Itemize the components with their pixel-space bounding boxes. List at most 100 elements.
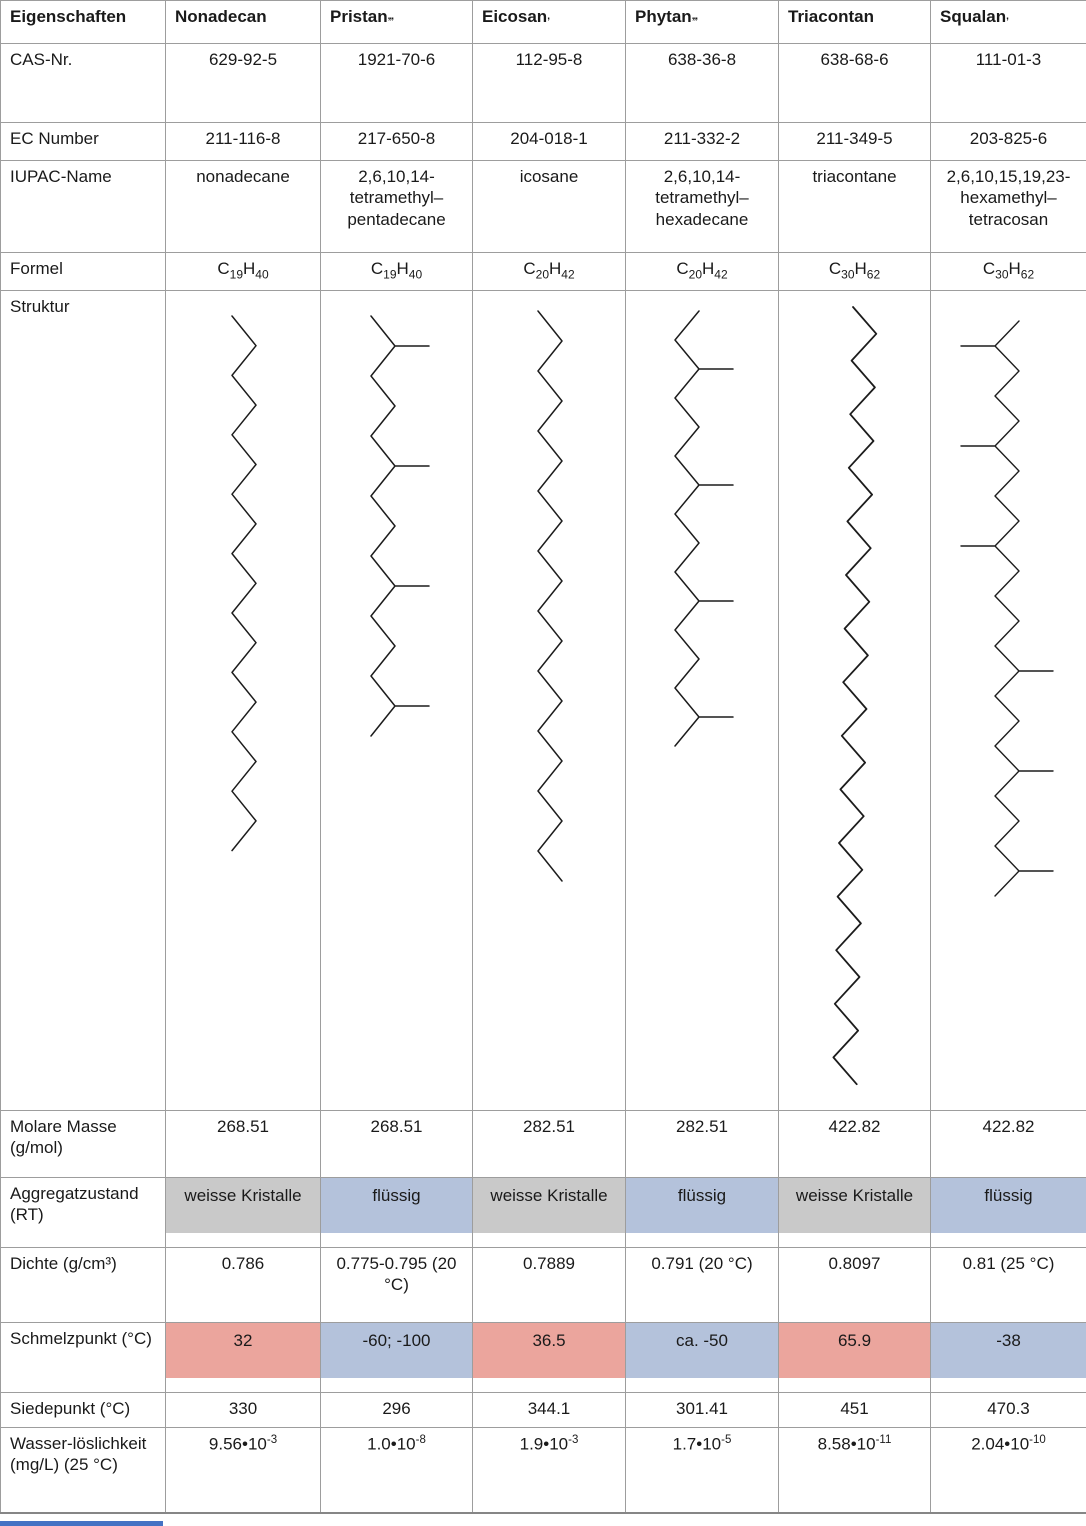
header-text: Pristan	[330, 7, 388, 26]
masse-value: 422.82	[778, 1110, 931, 1178]
state-highlight: weisse Kristalle	[473, 1178, 625, 1233]
header-text: Triacontan	[788, 7, 874, 26]
header-text: Nonadecan	[175, 7, 267, 26]
state-highlight: flüssig	[321, 1178, 472, 1233]
state-highlight: flüssig	[931, 1178, 1086, 1233]
column-header-nonadecan: Nonadecan	[165, 0, 321, 44]
row-dichte: Dichte (g/cm³) 0.786 0.775-0.795 (20 °C)…	[0, 1247, 1086, 1323]
header-text: Phytan	[635, 7, 692, 26]
dichte-value: 0.786	[165, 1247, 321, 1323]
ec-value: 211-332-2	[625, 122, 779, 161]
row-label: Aggregatzustand (RT)	[0, 1177, 166, 1248]
masse-value: 268.51	[165, 1110, 321, 1178]
ec-value: 211-349-5	[778, 122, 931, 161]
structure-drawing-pristane	[369, 315, 430, 737]
row-label: Formel	[0, 252, 166, 291]
cas-value: 112-95-8	[472, 43, 626, 123]
schmelzpunkt-cell: ca. -50	[625, 1322, 779, 1393]
cas-value: 111-01-3	[930, 43, 1086, 123]
siede-value: 344.1	[472, 1392, 626, 1428]
schmelzpunkt-cell: -38	[930, 1322, 1086, 1393]
schmelzpunkt-cell: 36.5	[472, 1322, 626, 1393]
column-header-triacontan: Triacontan	[778, 0, 931, 44]
row-label: IUPAC-Name	[0, 160, 166, 253]
dichte-value: 0.775-0.795 (20 °C)	[320, 1247, 473, 1323]
dichte-value: 0.81 (25 °C)	[930, 1247, 1086, 1323]
cas-value: 629-92-5	[165, 43, 321, 123]
state-highlight: 32	[166, 1323, 320, 1378]
state-highlight: ca. -50	[626, 1323, 778, 1378]
wasser-value: 1.9•10-3	[472, 1427, 626, 1513]
row-schmelzpunkt: Schmelzpunkt (°C) 32 -60; -100 36.5 ca. …	[0, 1322, 1086, 1393]
column-header-squalan: Squalan,	[930, 0, 1086, 44]
iupac-value: nonadecane	[165, 160, 321, 253]
aggregat-cell: weisse Kristalle	[472, 1177, 626, 1248]
dichte-value: 0.7889	[472, 1247, 626, 1323]
row-label: EC Number	[0, 122, 166, 161]
column-header-phytan: Phytan,,,	[625, 0, 779, 44]
aggregat-cell: weisse Kristalle	[778, 1177, 931, 1248]
cas-value: 638-36-8	[625, 43, 779, 123]
aggregat-cell: flüssig	[320, 1177, 473, 1248]
footnote-marks: ,	[1006, 11, 1009, 22]
row-label: Schmelzpunkt (°C)	[0, 1322, 166, 1393]
header-row: Eigenschaften Nonadecan Pristan,,, Eicos…	[0, 0, 1086, 44]
iupac-value: 2,6,10,15,19,23-hexamethyl–tetracosan	[930, 160, 1086, 253]
schmelzpunkt-cell: -60; -100	[320, 1322, 473, 1393]
row-aggregatzustand: Aggregatzustand (RT) weisse Kristalle fl…	[0, 1177, 1086, 1248]
row-formel: Formel C19H40 C19H40 C20H42 C20H42 C30H6…	[0, 252, 1086, 291]
state-highlight: flüssig	[626, 1178, 778, 1233]
cas-value: 638-68-6	[778, 43, 931, 123]
formula-value: C20H42	[625, 252, 779, 291]
ec-value: 211-116-8	[165, 122, 321, 161]
formula-value: C19H40	[165, 252, 321, 291]
formula-value: C30H62	[930, 252, 1086, 291]
iupac-value: icosane	[472, 160, 626, 253]
state-highlight: -38	[931, 1323, 1086, 1378]
footnote-marks: ,,,	[691, 11, 698, 22]
aggregat-cell: flüssig	[625, 1177, 779, 1248]
formula-value: C30H62	[778, 252, 931, 291]
structure-drawing-squalane	[959, 320, 1054, 897]
state-highlight: weisse Kristalle	[166, 1178, 320, 1233]
state-highlight: weisse Kristalle	[779, 1178, 930, 1233]
header-text: Squalan	[940, 7, 1007, 26]
iupac-value: 2,6,10,14-tetramethyl–hexadecane	[625, 160, 779, 253]
cas-value: 1921-70-6	[320, 43, 473, 123]
row-ec-number: EC Number 211-116-8 217-650-8 204-018-1 …	[0, 122, 1086, 161]
row-label: Wasser-löslichkeit (mg/L) (25 °C)	[0, 1427, 166, 1513]
formula-value: C20H42	[472, 252, 626, 291]
header-text: Eicosan	[482, 7, 548, 26]
siede-value: 301.41	[625, 1392, 779, 1428]
ec-value: 217-650-8	[320, 122, 473, 161]
masse-value: 268.51	[320, 1110, 473, 1178]
row-iupac-name: IUPAC-Name nonadecane 2,6,10,14-tetramet…	[0, 160, 1086, 253]
iupac-value: 2,6,10,14-tetramethyl–pentadecane	[320, 160, 473, 253]
row-label: CAS-Nr.	[0, 43, 166, 123]
row-wasserloeslichkeit: Wasser-löslichkeit (mg/L) (25 °C) 9.56•1…	[0, 1427, 1086, 1513]
state-highlight: -60; -100	[321, 1323, 472, 1378]
dichte-value: 0.8097	[778, 1247, 931, 1323]
masse-value: 282.51	[625, 1110, 779, 1178]
siede-value: 470.3	[930, 1392, 1086, 1428]
formula-value: C19H40	[320, 252, 473, 291]
structure-drawing-triacontane	[832, 306, 877, 1086]
bottom-accent-bar	[0, 1520, 163, 1526]
iupac-value: triacontane	[778, 160, 931, 253]
row-label: Struktur	[0, 290, 166, 1111]
structure-cell	[778, 290, 931, 1111]
structure-drawing-phytane	[674, 310, 734, 747]
row-molare-masse: Molare Masse (g/mol) 268.51 268.51 282.5…	[0, 1110, 1086, 1178]
aggregat-cell: flüssig	[930, 1177, 1086, 1248]
masse-value: 422.82	[930, 1110, 1086, 1178]
wasser-value: 2.04•10-10	[930, 1427, 1086, 1513]
siede-value: 330	[165, 1392, 321, 1428]
state-highlight: 36.5	[473, 1323, 625, 1378]
aggregat-cell: weisse Kristalle	[165, 1177, 321, 1248]
schmelzpunkt-cell: 32	[165, 1322, 321, 1393]
row-cas: CAS-Nr. 629-92-5 1921-70-6 112-95-8 638-…	[0, 43, 1086, 123]
wasser-value: 1.7•10-5	[625, 1427, 779, 1513]
row-siedepunkt: Siedepunkt (°C) 330 296 344.1 301.41 451…	[0, 1392, 1086, 1428]
state-highlight: 65.9	[779, 1323, 930, 1378]
